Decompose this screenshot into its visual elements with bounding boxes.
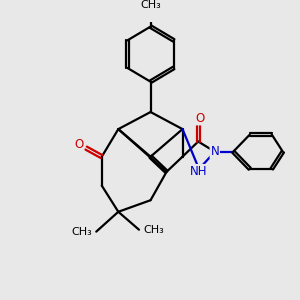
Text: N: N <box>210 145 219 158</box>
Text: CH₃: CH₃ <box>71 226 92 237</box>
Text: O: O <box>195 112 204 124</box>
Text: NH: NH <box>190 165 208 178</box>
Text: CH₃: CH₃ <box>140 0 161 10</box>
Text: CH₃: CH₃ <box>143 225 164 235</box>
Text: O: O <box>74 138 83 151</box>
